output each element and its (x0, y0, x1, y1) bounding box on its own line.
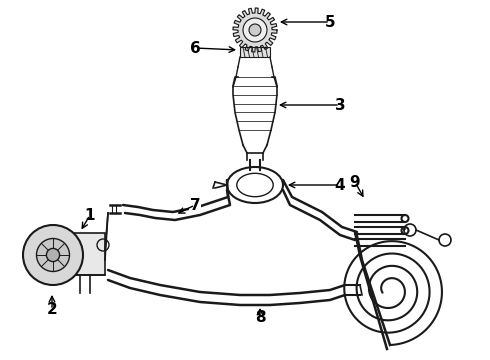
Text: 4: 4 (335, 177, 345, 193)
Circle shape (36, 239, 70, 271)
Text: 6: 6 (190, 41, 200, 55)
Text: 5: 5 (325, 14, 335, 30)
Polygon shape (233, 8, 277, 52)
Text: 3: 3 (335, 98, 345, 113)
Text: 7: 7 (190, 198, 200, 212)
Circle shape (47, 248, 60, 262)
Text: 9: 9 (350, 175, 360, 189)
Circle shape (23, 225, 83, 285)
Bar (60, 233, 105, 275)
Bar (240, 47, 270, 57)
Text: 8: 8 (255, 310, 265, 325)
Text: 1: 1 (85, 207, 95, 222)
Circle shape (243, 18, 267, 42)
Circle shape (249, 24, 261, 36)
Text: 2: 2 (47, 302, 57, 318)
